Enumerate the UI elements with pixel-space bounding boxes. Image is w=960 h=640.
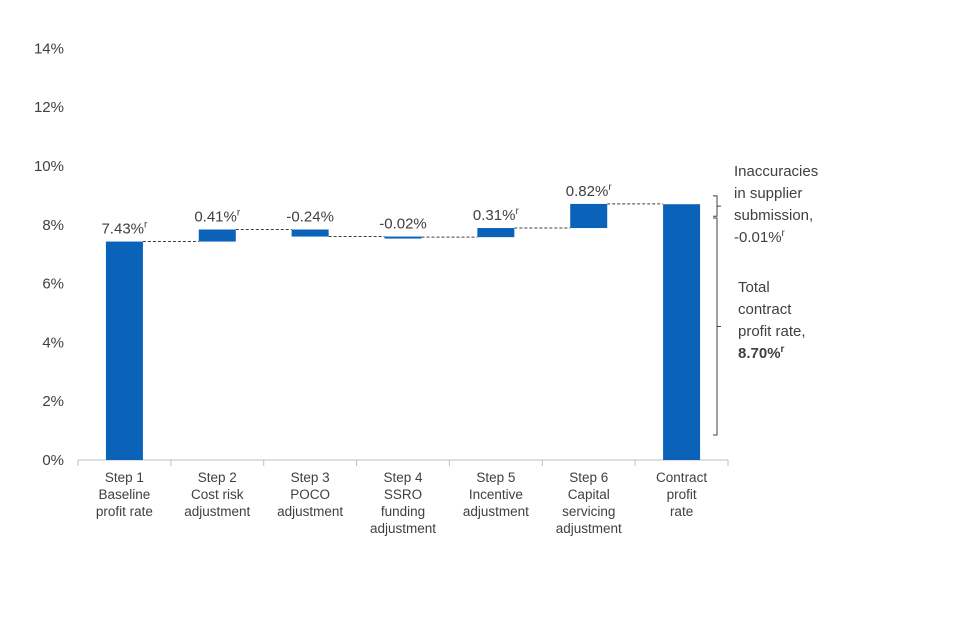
category-label: profit rate (96, 504, 153, 519)
category-label: Step 1 (105, 470, 144, 485)
total-label: profit rate, (738, 323, 806, 340)
category-label: Incentive (469, 487, 523, 502)
category-label: Contract (656, 470, 707, 485)
y-tick-label: 2% (42, 393, 64, 410)
inaccuracies-bracket (713, 195, 721, 217)
bar (384, 236, 422, 239)
total-label: contract (738, 301, 792, 318)
bar (477, 228, 515, 238)
revised-marker: r (782, 228, 786, 239)
bar (105, 241, 143, 460)
revised-marker: r (144, 220, 148, 231)
y-tick-label: 4% (42, 334, 64, 351)
category-label: adjustment (556, 521, 622, 536)
revised-marker: r (515, 206, 519, 217)
total-label: Total (738, 279, 770, 296)
category-label: Step 2 (198, 470, 237, 485)
category-label: profit (667, 487, 697, 502)
y-tick-label: 14% (34, 40, 64, 57)
data-label: -0.24% (286, 209, 334, 226)
data-label: -0.02% (379, 216, 427, 233)
bar (291, 229, 329, 237)
category-label: SSRO (384, 487, 422, 502)
data-label: 0.41%r (194, 208, 241, 226)
y-tick-label: 8% (42, 217, 64, 234)
annotations: Inaccuracies in supplier submission, -0.01%… (713, 163, 818, 436)
revised-marker: r (608, 182, 612, 193)
category-label: funding (381, 504, 425, 519)
y-tick-label: 12% (34, 99, 64, 116)
category-label: adjustment (277, 504, 343, 519)
category-label: rate (670, 504, 693, 519)
bar (198, 229, 236, 242)
y-tick-label: 10% (34, 158, 64, 175)
total-value: 8.70%r (738, 344, 785, 362)
inaccuracies-label: -0.01%r (734, 228, 786, 246)
category-label: servicing (562, 504, 615, 519)
y-axis-ticks: 0% 2% 4% 6% 8% 10% 12% 14% (34, 40, 64, 469)
category-label: POCO (290, 487, 330, 502)
data-labels: 7.43%r 0.41%r -0.24% -0.02% 0.31%r 0.82%r (101, 182, 612, 238)
bar (570, 203, 608, 229)
category-label: Capital (568, 487, 610, 502)
category-label: adjustment (463, 504, 529, 519)
inaccuracies-label: Inaccuracies (734, 163, 818, 180)
category-label: Step 6 (569, 470, 608, 485)
revised-marker: r (781, 344, 785, 355)
bars (105, 203, 701, 460)
category-label: Step 3 (291, 470, 330, 485)
axes (77, 459, 729, 466)
bar (663, 204, 701, 460)
category-labels: Step 1 Baseline profit rate Step 2 Cost risk… (96, 470, 707, 536)
category-label: adjustment (184, 504, 250, 519)
category-label: Step 5 (476, 470, 515, 485)
inaccuracies-label: in supplier (734, 185, 802, 202)
category-label: adjustment (370, 521, 436, 536)
inaccuracies-label: submission, (734, 207, 813, 224)
total-bracket (713, 217, 721, 436)
data-label: 0.31%r (473, 206, 520, 224)
category-label: Step 4 (383, 470, 423, 485)
category-label: Cost risk (191, 487, 244, 502)
revised-marker: r (237, 208, 241, 219)
connector-lines (142, 203, 664, 243)
y-tick-label: 6% (42, 276, 64, 293)
data-label: 0.82%r (566, 182, 613, 200)
y-tick-label: 0% (42, 452, 64, 469)
category-label: Baseline (99, 487, 151, 502)
data-label: 7.43%r (101, 220, 148, 238)
